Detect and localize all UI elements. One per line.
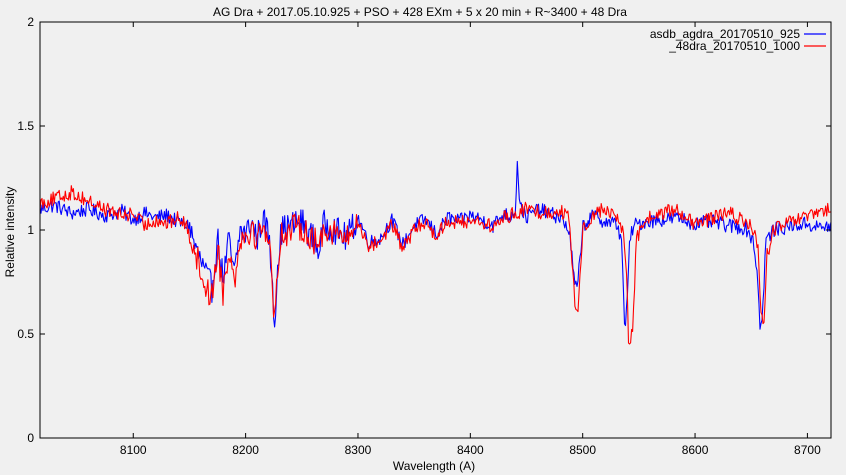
- chart-title: AG Dra + 2017.05.10.925 + PSO + 428 EXm …: [213, 5, 627, 19]
- x-tick-label: 8500: [569, 443, 596, 457]
- x-tick-label: 8700: [794, 443, 821, 457]
- x-tick-label: 8300: [345, 443, 372, 457]
- legend: asdb_agdra_20170510_925_48dra_20170510_1…: [650, 27, 826, 53]
- x-tick-label: 8400: [457, 443, 484, 457]
- series-line-2: [39, 185, 831, 345]
- x-axis-ticks: 8100 8200 8300 8400 8500 8600 8700: [120, 22, 821, 457]
- y-tick-label: 1.5: [17, 119, 34, 133]
- series-layer: [39, 160, 832, 345]
- series-line-1: [39, 160, 832, 330]
- y-tick-label: 1: [27, 223, 34, 237]
- x-tick-label: 8600: [682, 443, 709, 457]
- x-tick-label: 8200: [232, 443, 259, 457]
- legend-label-2: _48dra_20170510_1000: [668, 39, 800, 53]
- y-tick-label: 2: [27, 15, 34, 29]
- y-tick-label: 0.5: [17, 327, 34, 341]
- y-axis-label: Relative intensity: [3, 187, 17, 278]
- x-axis-label: Wavelength (A): [393, 459, 475, 473]
- legend-label-1: asdb_agdra_20170510_925: [650, 27, 800, 41]
- x-tick-label: 8100: [120, 443, 147, 457]
- y-tick-label: 0: [27, 431, 34, 445]
- y-axis-ticks: 0 0.5 1 1.5 2: [17, 15, 831, 445]
